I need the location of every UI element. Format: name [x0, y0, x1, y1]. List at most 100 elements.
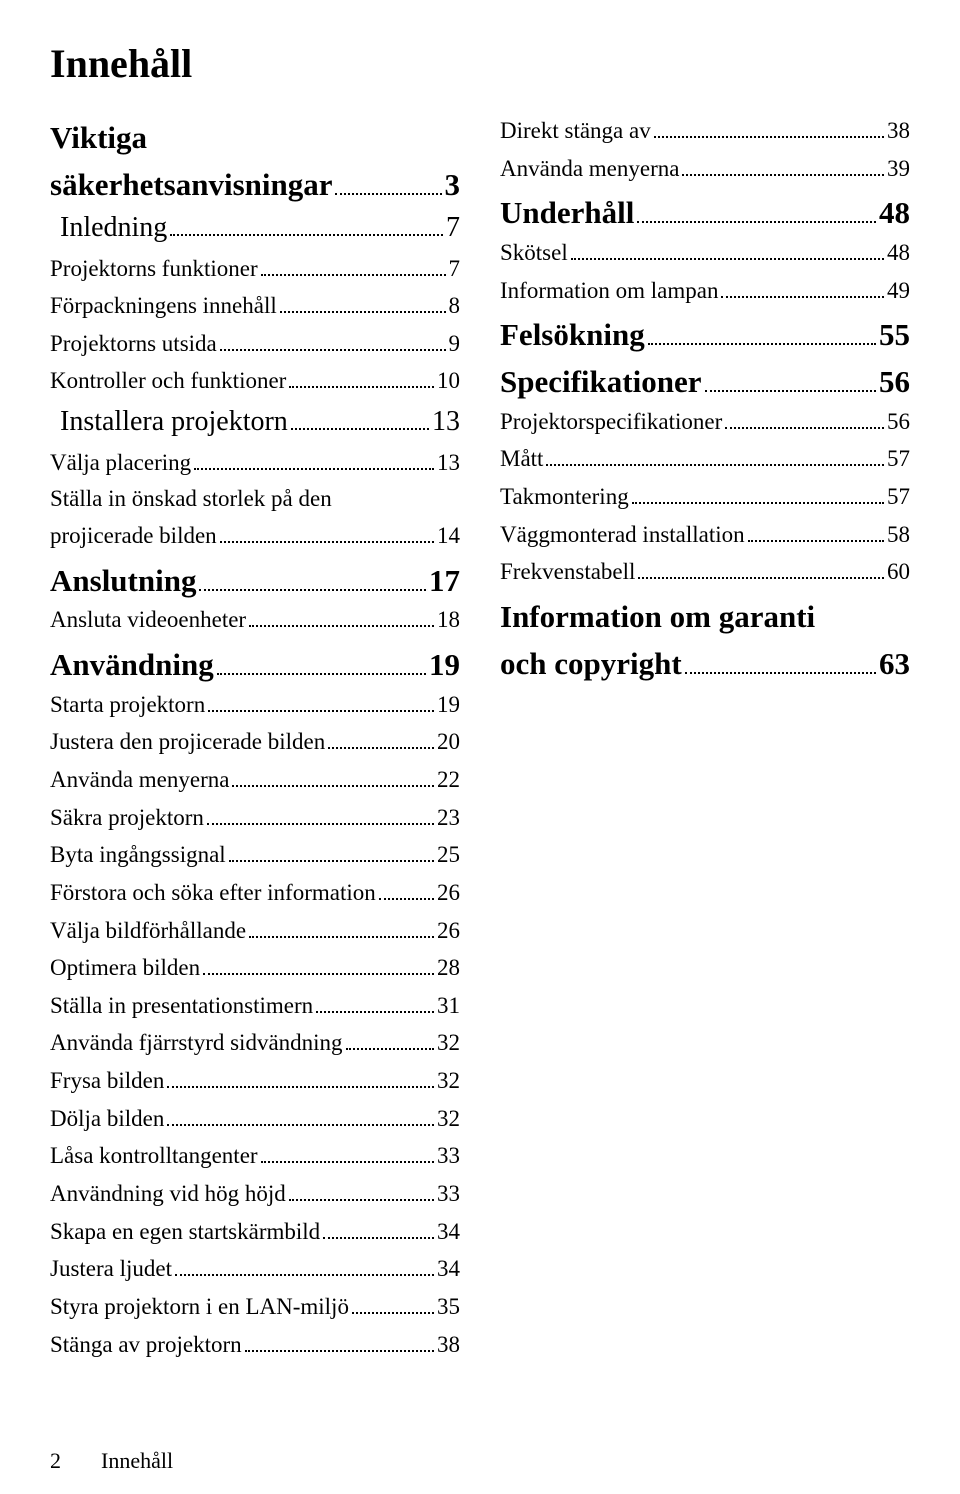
toc-leader-dots: [346, 1035, 434, 1051]
toc-columns: Viktigasäkerhetsanvisningar3Inledning7Pr…: [50, 111, 910, 1364]
toc-entry[interactable]: Specifikationer56: [500, 363, 910, 402]
toc-leader-dots: [194, 454, 434, 470]
toc-leader-dots: [167, 1072, 434, 1088]
toc-leader-dots: [249, 922, 434, 938]
toc-entry[interactable]: Välja placering13: [50, 445, 460, 481]
toc-entry-label: Ansluta videoenheter: [50, 602, 246, 638]
toc-entry-label: Inledning: [60, 207, 167, 249]
toc-entry[interactable]: Dölja bilden32: [50, 1101, 460, 1137]
toc-entry[interactable]: Takmontering57: [500, 479, 910, 515]
toc-leader-dots: [203, 959, 434, 975]
toc-entry-page: 63: [879, 645, 910, 684]
toc-leader-dots: [249, 611, 434, 627]
toc-entry[interactable]: Mått57: [500, 441, 910, 477]
toc-entry[interactable]: Projektorspecifikationer56: [500, 404, 910, 440]
toc-entry[interactable]: Skötsel48: [500, 235, 910, 271]
toc-entry-page: 20: [437, 724, 460, 760]
toc-entry-label: Underhåll: [500, 194, 634, 233]
toc-entry-label: Användning: [50, 646, 214, 685]
toc-entry[interactable]: Användning vid hög höjd33: [50, 1176, 460, 1212]
toc-entry[interactable]: Stänga av projektorn38: [50, 1327, 460, 1363]
toc-entry-label: Byta ingångssignal: [50, 837, 226, 873]
toc-leader-dots: [685, 653, 876, 674]
toc-entry[interactable]: Styra projektorn i en LAN-miljö35: [50, 1289, 460, 1325]
toc-entry-label: Låsa kontrolltangenter: [50, 1138, 258, 1174]
toc-entry-label: Starta projektorn: [50, 687, 205, 723]
toc-entry[interactable]: Skapa en egen startskärmbild34: [50, 1214, 460, 1250]
toc-leader-dots: [632, 488, 884, 504]
toc-entry[interactable]: Frysa bilden32: [50, 1063, 460, 1099]
toc-leader-dots: [748, 526, 884, 542]
toc-entry-page: 26: [437, 875, 460, 911]
toc-entry-page: 23: [437, 800, 460, 836]
toc-entry[interactable]: Ställa in presentationstimern31: [50, 988, 460, 1024]
toc-entry[interactable]: Justera den projicerade bilden 20: [50, 724, 460, 760]
toc-leader-dots: [199, 570, 426, 591]
toc-entry[interactable]: Förstora och söka efter information26: [50, 875, 460, 911]
toc-entry[interactable]: Använda fjärrstyrd sidvändning32: [50, 1025, 460, 1061]
toc-entry[interactable]: Förpackningens innehåll8: [50, 288, 460, 324]
toc-entry-page: 32: [437, 1063, 460, 1099]
toc-entry-page: 33: [437, 1138, 460, 1174]
toc-entry[interactable]: Låsa kontrolltangenter 33: [50, 1138, 460, 1174]
toc-entry[interactable]: Välja bildförhållande 26: [50, 913, 460, 949]
toc-entry[interactable]: Starta projektorn19: [50, 687, 460, 723]
toc-entry-page: 9: [449, 326, 461, 362]
toc-leader-dots: [721, 282, 884, 298]
toc-entry[interactable]: Felsökning55: [500, 316, 910, 355]
toc-entry-label: Kontroller och funktioner: [50, 363, 286, 399]
toc-entry-label: Väggmonterad installation: [500, 517, 745, 553]
toc-entry[interactable]: Frekvenstabell60: [500, 554, 910, 590]
page-title: Innehåll: [50, 40, 910, 87]
toc-leader-dots: [245, 1336, 434, 1352]
toc-entry[interactable]: Ansluta videoenheter 18: [50, 602, 460, 638]
toc-leader-dots: [167, 1110, 434, 1126]
toc-entry-label: Direkt stänga av: [500, 113, 651, 149]
toc-entry[interactable]: Inledning7: [50, 207, 460, 249]
toc-entry[interactable]: Installera projektorn13: [50, 401, 460, 443]
toc-entry[interactable]: Projektorns funktioner7: [50, 251, 460, 287]
toc-leader-dots: [379, 884, 434, 900]
toc-entry-label: Välja bildförhållande: [50, 913, 246, 949]
toc-entry-page: 48: [879, 194, 910, 233]
toc-entry[interactable]: Anslutning17: [50, 562, 460, 601]
toc-entry[interactable]: Användning19: [50, 646, 460, 685]
toc-entry-page: 26: [437, 913, 460, 949]
toc-entry-label: Optimera bilden: [50, 950, 200, 986]
toc-entry[interactable]: Optimera bilden28: [50, 950, 460, 986]
toc-leader-dots: [208, 696, 434, 712]
toc-entry[interactable]: Väggmonterad installation58: [500, 517, 910, 553]
toc-column: Direkt stänga av38Använda menyerna39 Unde…: [500, 111, 910, 1364]
toc-entry[interactable]: projicerade bilden 14: [50, 518, 460, 554]
toc-leader-dots: [328, 734, 434, 750]
toc-entry-page: 18: [437, 602, 460, 638]
toc-leader-dots: [289, 373, 434, 389]
toc-entry-label: Styra projektorn i en LAN-miljö: [50, 1289, 349, 1325]
toc-entry[interactable]: Byta ingångssignal25: [50, 837, 460, 873]
toc-entry-label: Projektorns utsida: [50, 326, 217, 362]
toc-entry[interactable]: Använda menyerna22: [50, 762, 460, 798]
toc-leader-dots: [291, 411, 429, 430]
toc-entry-page: 14: [437, 518, 460, 554]
toc-entry[interactable]: Använda menyerna39: [500, 151, 910, 187]
toc-leader-dots: [571, 244, 884, 260]
toc-entry[interactable]: Information om lampan49: [500, 273, 910, 309]
toc-entry-label: projicerade bilden: [50, 518, 217, 554]
toc-entry-page: 13: [437, 445, 460, 481]
toc-entry[interactable]: Underhåll 48: [500, 194, 910, 233]
toc-entry-page: 33: [437, 1176, 460, 1212]
toc-entry-label: Viktiga: [50, 119, 460, 158]
toc-entry[interactable]: Projektorns utsida 9: [50, 326, 460, 362]
toc-leader-dots: [261, 260, 446, 276]
toc-entry[interactable]: och copyright63: [500, 645, 910, 684]
toc-entry[interactable]: Kontroller och funktioner10: [50, 363, 460, 399]
toc-leader-dots: [682, 160, 884, 176]
toc-entry-label: Dölja bilden: [50, 1101, 164, 1137]
toc-entry-label: Stänga av projektorn: [50, 1327, 242, 1363]
toc-entry[interactable]: Direkt stänga av38: [500, 113, 910, 149]
toc-leader-dots: [220, 335, 446, 351]
toc-entry[interactable]: Justera ljudet34: [50, 1251, 460, 1287]
toc-entry-label: Justera den projicerade bilden: [50, 724, 325, 760]
toc-entry[interactable]: Säkra projektorn23: [50, 800, 460, 836]
toc-entry[interactable]: säkerhetsanvisningar3: [50, 166, 460, 205]
